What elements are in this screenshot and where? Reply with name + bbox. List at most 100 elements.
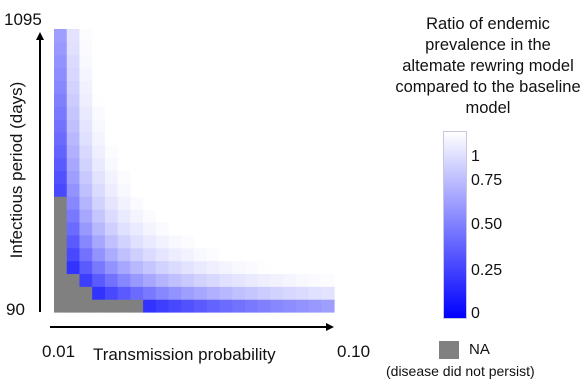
heatmap-cell xyxy=(155,29,170,43)
heatmap-cell xyxy=(270,67,284,82)
heatmap-cell xyxy=(321,260,335,275)
heatmap-cell xyxy=(54,273,68,287)
heatmap-cell xyxy=(181,131,195,146)
heatmap-cell xyxy=(155,41,170,56)
heatmap-cell xyxy=(283,54,297,69)
heatmap-cell xyxy=(232,273,246,287)
heatmap-cell xyxy=(54,106,68,120)
heatmap-cell xyxy=(257,93,271,107)
heatmap-cell xyxy=(283,234,297,249)
heatmap-cell xyxy=(181,183,195,197)
heatmap-cell xyxy=(79,54,93,69)
heatmap-cell xyxy=(219,247,233,262)
heatmap-cell xyxy=(92,131,106,146)
heatmap-cell xyxy=(66,247,81,262)
heatmap-cell xyxy=(92,247,106,262)
heatmap-cell xyxy=(92,67,106,82)
heatmap-cell xyxy=(232,170,246,184)
heatmap-cell xyxy=(257,54,271,69)
heatmap-cell xyxy=(295,286,310,300)
heatmap-cell xyxy=(79,183,93,197)
colorbar-tick-050: 0.50 xyxy=(471,216,503,233)
heatmap-cell xyxy=(321,41,335,56)
heatmap-cell xyxy=(308,131,322,146)
heatmap-cell xyxy=(321,144,335,159)
heatmap-cell xyxy=(257,119,271,133)
heatmap-cell xyxy=(168,221,182,236)
heatmap-cell xyxy=(181,170,195,184)
heatmap-cell xyxy=(79,221,93,236)
heatmap-cell xyxy=(168,93,182,107)
heatmap-cell xyxy=(244,209,259,223)
heatmap-cell xyxy=(244,286,259,300)
heatmap-cell xyxy=(295,106,310,120)
heatmap-cell xyxy=(92,196,106,210)
heatmap-cell xyxy=(232,119,246,133)
heatmap-cell xyxy=(155,157,170,172)
heatmap-cell xyxy=(206,80,221,94)
heatmap-cell xyxy=(143,221,157,236)
heatmap-cell xyxy=(219,29,233,43)
heatmap-cell xyxy=(79,29,93,43)
heatmap-cell xyxy=(92,299,106,313)
heatmap-cell xyxy=(270,41,284,56)
heatmap-cell xyxy=(308,260,322,275)
heatmap-cell xyxy=(181,119,195,133)
heatmap-cell xyxy=(104,29,119,43)
heatmap-cell xyxy=(283,273,297,287)
heatmap-cell xyxy=(295,29,310,43)
heatmap-cell xyxy=(92,80,106,94)
heatmap-cell xyxy=(130,247,144,262)
x-tick-left: 0.01 xyxy=(42,342,76,361)
heatmap-cell xyxy=(92,144,106,159)
heatmap-cell xyxy=(79,196,93,210)
heatmap-cell xyxy=(104,131,119,146)
heatmap-cell xyxy=(54,209,68,223)
heatmap-cell xyxy=(54,67,68,82)
heatmap-cell xyxy=(206,221,221,236)
heatmap-cell xyxy=(130,183,144,197)
heatmap-cell xyxy=(232,41,246,56)
heatmap-cell xyxy=(130,144,144,159)
heatmap-cell xyxy=(92,221,106,236)
heatmap-cell xyxy=(66,273,81,287)
heatmap-cell xyxy=(257,234,271,249)
heatmap-cell xyxy=(283,221,297,236)
heatmap-cell xyxy=(104,209,119,223)
heatmap-cell xyxy=(244,119,259,133)
heatmap-cell xyxy=(130,29,144,43)
colorbar xyxy=(443,131,467,319)
heatmap-cell xyxy=(232,299,246,313)
heatmap-cell xyxy=(155,119,170,133)
heatmap-cell xyxy=(244,41,259,56)
heatmap-cell xyxy=(194,93,208,107)
heatmap-cell xyxy=(206,260,221,275)
na-legend-note: (disease did not persist) xyxy=(386,363,535,379)
heatmap-cell xyxy=(117,80,131,94)
heatmap-cell xyxy=(130,54,144,69)
heatmap-cell xyxy=(104,273,119,287)
heatmap-cell xyxy=(168,183,182,197)
heatmap-cell xyxy=(66,119,81,133)
heatmap-cell xyxy=(79,131,93,146)
heatmap-cell xyxy=(206,144,221,159)
heatmap-cell xyxy=(181,247,195,262)
heatmap-cell xyxy=(54,286,68,300)
heatmap-cell xyxy=(54,299,68,313)
heatmap-cell xyxy=(194,157,208,172)
heatmap-cell xyxy=(117,54,131,69)
heatmap-cell xyxy=(181,93,195,107)
heatmap-cells xyxy=(54,29,335,313)
heatmap-cell xyxy=(206,299,221,313)
heatmap-cell xyxy=(54,170,68,184)
heatmap-cell xyxy=(66,157,81,172)
heatmap-cell xyxy=(92,119,106,133)
heatmap-cell xyxy=(66,299,81,313)
heatmap-cell xyxy=(79,93,93,107)
heatmap-cell xyxy=(143,80,157,94)
heatmap-cell xyxy=(155,260,170,275)
heatmap-cell xyxy=(257,209,271,223)
heatmap-cell xyxy=(104,106,119,120)
heatmap-cell xyxy=(168,260,182,275)
heatmap-cell xyxy=(219,41,233,56)
